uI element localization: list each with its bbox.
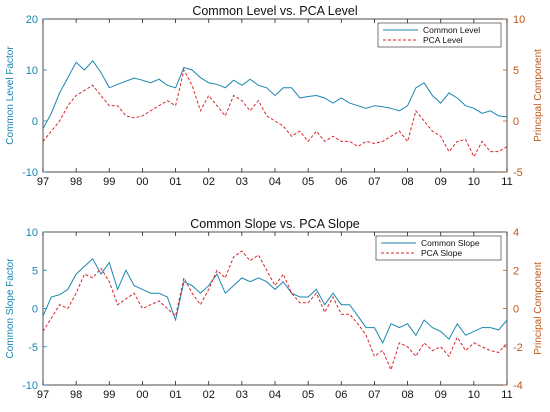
y-left-tick-label: -10 xyxy=(22,380,38,392)
series-line-pca-slope xyxy=(42,250,508,372)
x-tick-label: 98 xyxy=(70,389,82,401)
y-left-tick-label: 20 xyxy=(26,14,38,26)
x-tick-label: 99 xyxy=(103,176,115,188)
legend-label: Common Level xyxy=(423,25,480,35)
series-line-common-slope xyxy=(42,257,508,345)
x-tick-label: 00 xyxy=(136,176,148,188)
x-tick-label: 05 xyxy=(302,389,314,401)
x-tick-label: 04 xyxy=(269,389,281,401)
x-tick-label: 01 xyxy=(169,176,181,188)
chart-title: Common Slope vs. PCA Slope xyxy=(190,217,360,231)
x-tick-label: 11 xyxy=(501,389,512,401)
y-right-axis-label: Principal Component xyxy=(533,262,544,355)
x-tick-label: 97 xyxy=(37,389,49,401)
x-tick-label: 08 xyxy=(401,389,413,401)
y-left-tick-label: 10 xyxy=(26,227,38,239)
x-tick-label: 03 xyxy=(236,176,248,188)
x-tick-label: 06 xyxy=(335,389,347,401)
x-tick-label: 09 xyxy=(435,176,447,188)
y-right-tick-label: -5 xyxy=(513,167,523,179)
y-right-tick-label: 4 xyxy=(513,227,519,239)
series-line-pca-level xyxy=(42,68,508,158)
y-right-axis-label: Principal Component xyxy=(533,49,544,142)
x-tick-label: 03 xyxy=(236,389,248,401)
x-tick-label: 04 xyxy=(269,176,281,188)
y-right-tick-label: -4 xyxy=(513,380,523,392)
x-tick-label: 02 xyxy=(203,389,215,401)
x-tick-label: 05 xyxy=(302,176,314,188)
y-left-tick-label: 0 xyxy=(32,116,38,128)
y-left-tick-label: -10 xyxy=(22,167,38,179)
y-right-tick-label: 0 xyxy=(513,304,519,316)
y-left-tick-label: 10 xyxy=(26,65,38,77)
x-tick-label: 10 xyxy=(468,176,480,188)
x-tick-label: 11 xyxy=(501,176,512,188)
x-tick-label: 01 xyxy=(169,389,181,401)
x-tick-label: 07 xyxy=(368,176,380,188)
y-left-tick-label: -5 xyxy=(28,342,38,354)
y-left-tick-label: 0 xyxy=(32,304,38,316)
x-tick-label: 10 xyxy=(468,389,480,401)
y-left-axis-label: Common Level Factor xyxy=(5,46,16,145)
x-tick-label: 09 xyxy=(435,389,447,401)
x-tick-label: 99 xyxy=(103,389,115,401)
y-right-tick-label: -2 xyxy=(513,342,523,354)
y-right-tick-label: 10 xyxy=(513,14,525,26)
x-tick-label: 00 xyxy=(136,389,148,401)
y-left-axis-label: Common Slope Factor xyxy=(5,258,16,359)
chart-title: Common Level vs. PCA Level xyxy=(192,4,357,18)
y-right-tick-label: 2 xyxy=(513,265,519,277)
legend-label: PCA Slope xyxy=(421,248,462,258)
x-tick-label: 98 xyxy=(70,176,82,188)
legend-label: Common Slope xyxy=(421,238,480,248)
x-tick-label: 97 xyxy=(37,176,49,188)
x-tick-label: 02 xyxy=(203,176,215,188)
y-right-tick-label: 0 xyxy=(513,116,519,128)
legend-box xyxy=(377,22,502,48)
series-line-common-level xyxy=(42,60,508,129)
y-left-tick-label: 5 xyxy=(32,265,38,277)
y-right-tick-label: 5 xyxy=(513,65,519,77)
x-tick-label: 08 xyxy=(401,176,413,188)
legend-label: PCA Level xyxy=(423,35,463,45)
x-tick-label: 06 xyxy=(335,176,347,188)
legend-box xyxy=(375,235,502,261)
x-tick-label: 07 xyxy=(368,389,380,401)
